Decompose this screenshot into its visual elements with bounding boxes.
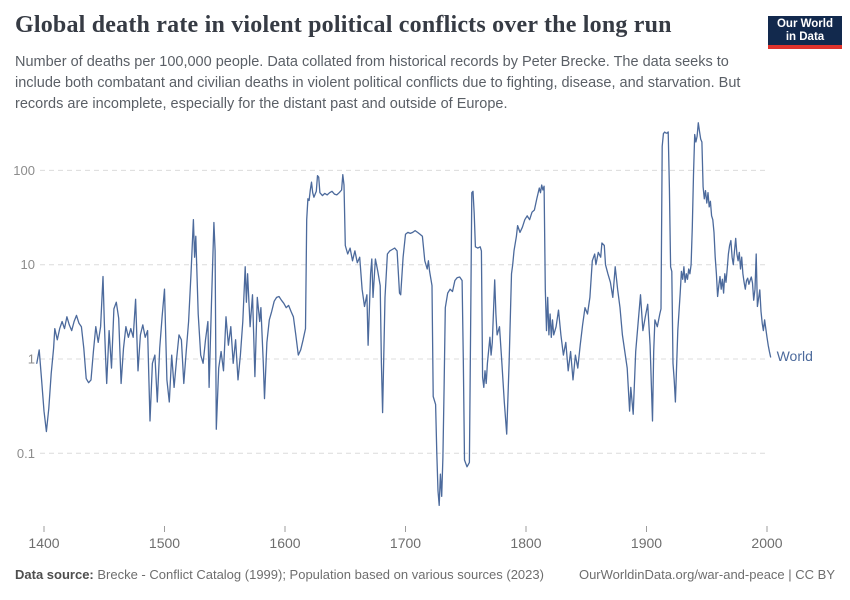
- credit-link[interactable]: OurWorldinData.org/war-and-peace | CC BY: [578, 567, 835, 582]
- x-axis-tick-label: 2000: [751, 535, 782, 551]
- x-axis-tick-label: 1400: [28, 535, 59, 551]
- owid-logo[interactable]: Our World in Data: [768, 16, 842, 49]
- x-axis-tick-label: 1600: [269, 535, 300, 551]
- x-axis-tick-label: 1900: [631, 535, 662, 551]
- series-line-world[interactable]: [36, 122, 772, 507]
- y-axis-tick-label: 100: [13, 163, 35, 178]
- x-axis-tick-label: 1700: [390, 535, 421, 551]
- data-source-note: Data source: Brecke - Conflict Catalog (…: [15, 567, 544, 582]
- owid-logo-line1: Our World: [776, 17, 833, 30]
- x-axis-tick-label: 1800: [510, 535, 541, 551]
- series-label-world[interactable]: World: [777, 348, 813, 364]
- y-axis-tick-label: 10: [21, 257, 35, 272]
- x-axis-tick-label: 1500: [149, 535, 180, 551]
- owid-logo-line2: in Data: [785, 30, 825, 43]
- data-source-text: Brecke - Conflict Catalog (1999); Popula…: [93, 567, 544, 582]
- y-axis-tick-label: 1: [28, 352, 35, 367]
- data-source-label: Data source:: [15, 567, 94, 582]
- y-axis-tick-label: 0.1: [17, 446, 35, 461]
- footer: Data source: Brecke - Conflict Catalog (…: [15, 567, 835, 582]
- page-title: Global death rate in violent political c…: [15, 12, 672, 38]
- chart-subtitle: Number of deaths per 100,000 people. Dat…: [15, 54, 741, 112]
